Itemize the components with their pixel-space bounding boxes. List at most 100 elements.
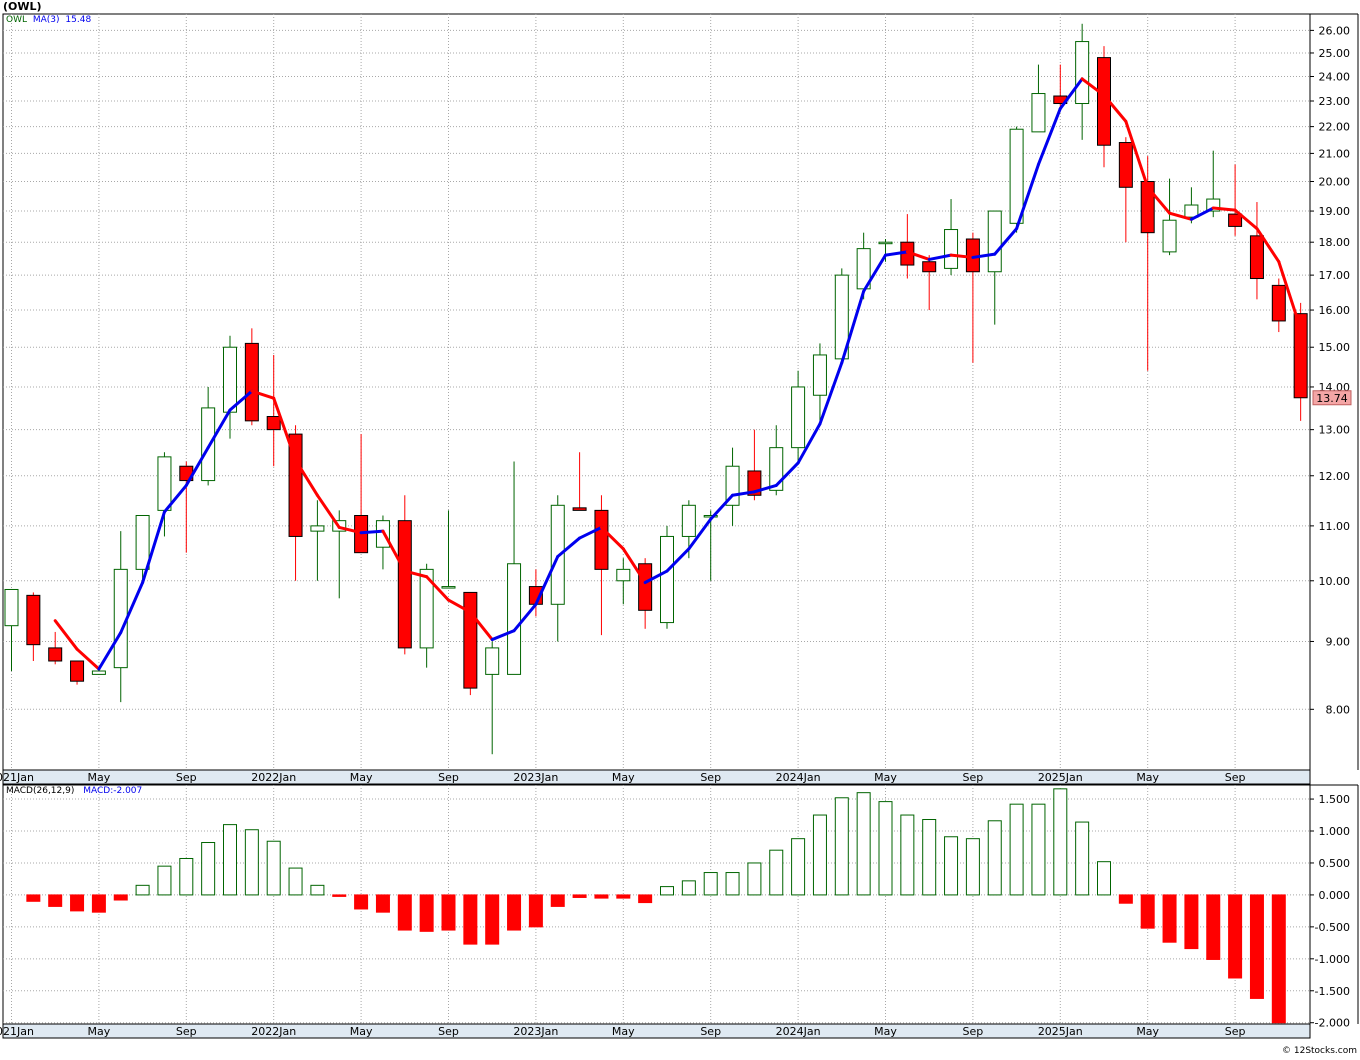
macd-bar-negative xyxy=(1140,894,1155,929)
legend-macd-label: MACD(26,12,9) xyxy=(6,786,75,796)
ma-segment xyxy=(1189,206,1215,221)
macd-bar-positive xyxy=(244,829,259,896)
ma-segment xyxy=(250,389,276,400)
macd-bar-negative xyxy=(375,894,390,913)
candle-down xyxy=(288,433,303,537)
candle-down xyxy=(1249,235,1264,280)
candle-up xyxy=(791,386,806,449)
macd-bar-negative xyxy=(70,894,85,912)
ma-segment xyxy=(534,555,560,606)
price-pane xyxy=(2,13,1311,771)
macd-date-label: May xyxy=(612,1025,635,1038)
price-legend: OWL MA(3) 15.48 xyxy=(6,15,91,25)
ma-segment xyxy=(599,525,625,551)
ma-segment xyxy=(337,525,363,535)
ma-segment xyxy=(53,619,79,651)
candle-down xyxy=(48,647,63,662)
macd-date-label: Sep xyxy=(438,1025,459,1038)
ma-segment xyxy=(993,227,1019,256)
macd-bar-positive xyxy=(1009,803,1024,896)
macd-date-label: 2023Jan xyxy=(513,1025,558,1038)
ma-segment xyxy=(556,536,582,559)
last-price-marker xyxy=(1312,390,1352,406)
price-date-axis-band xyxy=(2,769,1311,785)
macd-bar-negative xyxy=(572,894,587,898)
price-tick-label: 16.00 xyxy=(1319,304,1351,317)
macd-tick-label: 0.500 xyxy=(1319,857,1351,870)
ma-segment xyxy=(1036,107,1062,166)
macd-bar-positive xyxy=(681,880,696,896)
macd-bar-negative xyxy=(616,894,631,899)
candle-up xyxy=(1184,204,1199,218)
price-date-label: 2022Jan xyxy=(251,771,296,784)
ma-segment xyxy=(731,490,756,497)
candle-down xyxy=(594,509,609,570)
macd-date-label: Sep xyxy=(1225,1025,1246,1038)
site-credit: © 12Stocks.com xyxy=(1282,1046,1357,1056)
price-tick-label: 15.00 xyxy=(1319,341,1351,354)
price-date-label: 2021Jan xyxy=(0,771,34,784)
macd-bar-positive xyxy=(703,872,718,896)
candle-up xyxy=(310,525,325,532)
macd-bar-negative xyxy=(419,894,434,932)
macd-bar-negative xyxy=(485,894,500,945)
legend-macd-value: MACD:-2.007 xyxy=(83,786,143,796)
candle-up xyxy=(135,514,150,570)
macd-bar-positive xyxy=(812,814,827,896)
price-tick-label: 20.00 xyxy=(1319,176,1351,189)
candle-up xyxy=(1075,41,1090,105)
macd-bar-negative xyxy=(113,894,128,901)
ma-segment xyxy=(512,602,538,633)
ma-segment xyxy=(1124,119,1150,189)
ma-segment xyxy=(862,253,887,293)
macd-bar-positive xyxy=(769,849,784,896)
macd-date-label: Sep xyxy=(700,1025,721,1038)
ma-segment xyxy=(490,629,516,642)
macd-tick-label: 1.000 xyxy=(1319,825,1351,838)
price-date-label: Sep xyxy=(438,771,459,784)
macd-bar-positive xyxy=(987,820,1002,896)
candle-down xyxy=(1293,313,1308,399)
price-tick-label: 9.00 xyxy=(1326,635,1351,648)
ma-segment xyxy=(1015,162,1040,231)
ma-segment xyxy=(1080,77,1106,97)
price-tick-label: 22.00 xyxy=(1319,121,1351,134)
ma-segment xyxy=(905,250,931,261)
price-date-label: Sep xyxy=(176,771,197,784)
candle-up xyxy=(157,456,172,511)
candle-down xyxy=(70,660,85,682)
price-date-label: May xyxy=(1136,771,1159,784)
candle-down xyxy=(922,261,937,273)
candle-up xyxy=(769,447,784,491)
macd-date-label: 2025Jan xyxy=(1038,1025,1083,1038)
price-tick-label: 24.00 xyxy=(1319,70,1351,83)
ma-segment xyxy=(1102,93,1128,123)
macd-bar-positive xyxy=(1031,803,1046,896)
candle-up xyxy=(878,241,893,245)
macd-bar-positive xyxy=(944,836,959,896)
candle-down xyxy=(1118,142,1133,188)
ma-segment xyxy=(1277,260,1303,331)
ma-segment xyxy=(359,529,385,535)
macd-date-label: 2022Jan xyxy=(251,1025,296,1038)
ma-segment xyxy=(927,253,953,261)
price-tick-label: 25.00 xyxy=(1319,47,1351,60)
candle-down xyxy=(1228,213,1243,227)
price-date-label: May xyxy=(88,771,111,784)
ma-segment xyxy=(818,361,844,426)
macd-bar-negative xyxy=(550,894,565,907)
ma-segment xyxy=(774,461,800,487)
macd-bar-positive xyxy=(725,872,740,896)
macd-tick-label: -1.000 xyxy=(1315,953,1350,966)
macd-date-label: May xyxy=(88,1025,111,1038)
candle-up xyxy=(4,588,19,627)
ma-segment xyxy=(381,529,407,573)
ma-segment xyxy=(643,569,669,585)
ma-segment xyxy=(578,525,603,540)
ma-segment xyxy=(949,253,975,259)
ma-segment xyxy=(1058,77,1084,111)
legend-ma-label: MA(3) xyxy=(32,15,60,25)
candle-up xyxy=(1031,93,1046,133)
macd-bar-negative xyxy=(594,894,609,899)
ma-segment xyxy=(709,493,735,521)
